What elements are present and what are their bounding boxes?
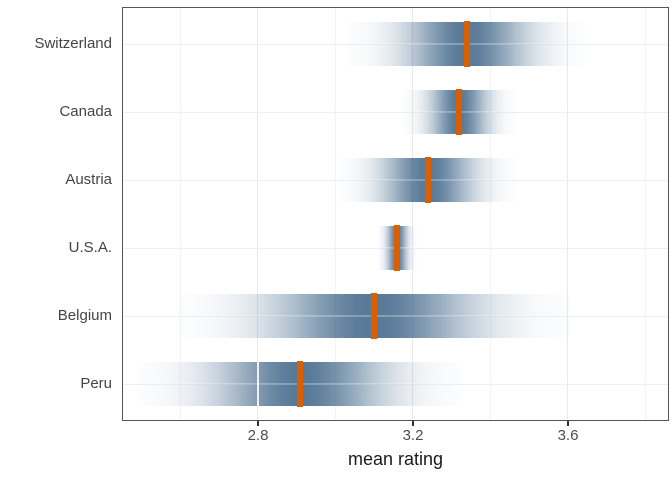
x-axis-title: mean rating bbox=[347, 449, 444, 469]
mean-line bbox=[297, 360, 304, 407]
gridline-minor-vertical bbox=[489, 8, 491, 420]
x-tick-mark bbox=[567, 421, 569, 426]
x-tick-mark bbox=[257, 421, 259, 426]
row-center-highlight bbox=[123, 42, 668, 45]
mean-line bbox=[463, 20, 470, 67]
row-center-highlight bbox=[123, 110, 668, 113]
gridline-minor-vertical bbox=[644, 8, 646, 420]
gridline-minor-vertical bbox=[334, 8, 336, 420]
mean-line bbox=[425, 156, 431, 203]
mean-line bbox=[456, 88, 462, 135]
y-axis-label: Canada bbox=[59, 103, 112, 120]
y-axis-label: Austria bbox=[65, 171, 112, 188]
row-center-highlight bbox=[123, 178, 668, 181]
gridline-major-vertical bbox=[567, 8, 568, 420]
y-axis-label: U.S.A. bbox=[68, 239, 112, 256]
mean-line bbox=[394, 224, 400, 271]
x-tick-label: 3.2 bbox=[402, 427, 424, 444]
gridline-minor-vertical bbox=[179, 8, 181, 420]
y-axis-label: Switzerland bbox=[34, 35, 112, 52]
x-tick-label: 2.8 bbox=[247, 427, 269, 444]
y-axis-label: Belgium bbox=[57, 307, 112, 324]
mean-line bbox=[370, 292, 377, 339]
gridline-major-vertical bbox=[412, 8, 413, 420]
gridline-seam bbox=[256, 361, 259, 406]
x-tick-mark bbox=[412, 421, 414, 426]
row-center-highlight bbox=[123, 314, 668, 317]
plot-panel bbox=[122, 7, 669, 421]
y-axis-label: Peru bbox=[80, 375, 112, 392]
row-center-highlight bbox=[123, 382, 668, 385]
x-tick-label: 3.6 bbox=[557, 427, 579, 444]
gridline-major-vertical bbox=[257, 8, 258, 420]
gridline-major-horizontal bbox=[123, 111, 668, 113]
